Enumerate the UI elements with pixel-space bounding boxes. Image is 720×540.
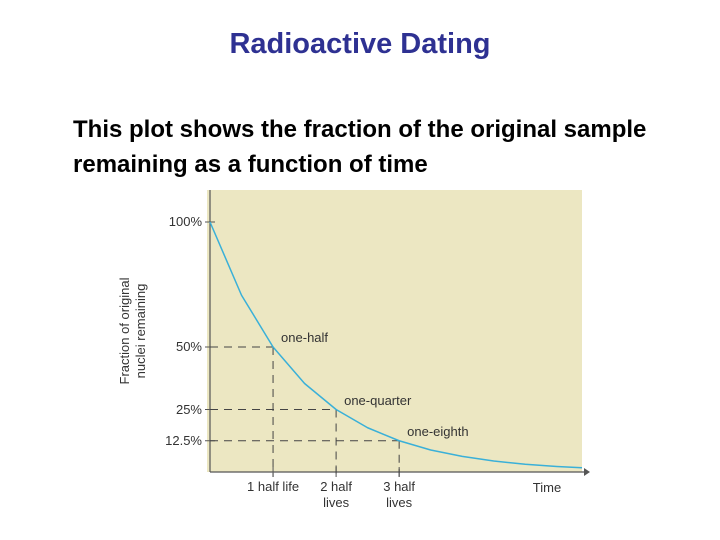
curve xyxy=(209,221,583,469)
y-tick-label: 12.5% xyxy=(165,432,202,448)
y-tick-label: 25% xyxy=(175,401,202,417)
x-tick-label: 3 half lives xyxy=(383,479,416,510)
slide-text: This plot shows the fraction of the orig… xyxy=(73,116,647,178)
y-tick-label: 100% xyxy=(168,214,202,229)
y-axis-label: Fraction of original nuclei remaining xyxy=(117,277,148,385)
annotation: one-quarter xyxy=(344,392,412,408)
x-axis-arrow xyxy=(584,468,590,476)
slide-title: Radioactive Dating xyxy=(229,28,491,60)
y-tick-label: 50% xyxy=(175,339,202,354)
plot-background xyxy=(207,190,582,472)
x-tick-label: 2 half lives xyxy=(320,479,352,510)
x-tick-label: 1 half life xyxy=(247,479,300,494)
annotation: one-eighth xyxy=(407,423,469,439)
annotation: one-half xyxy=(281,330,329,345)
x-axis-label: Time xyxy=(532,480,562,495)
